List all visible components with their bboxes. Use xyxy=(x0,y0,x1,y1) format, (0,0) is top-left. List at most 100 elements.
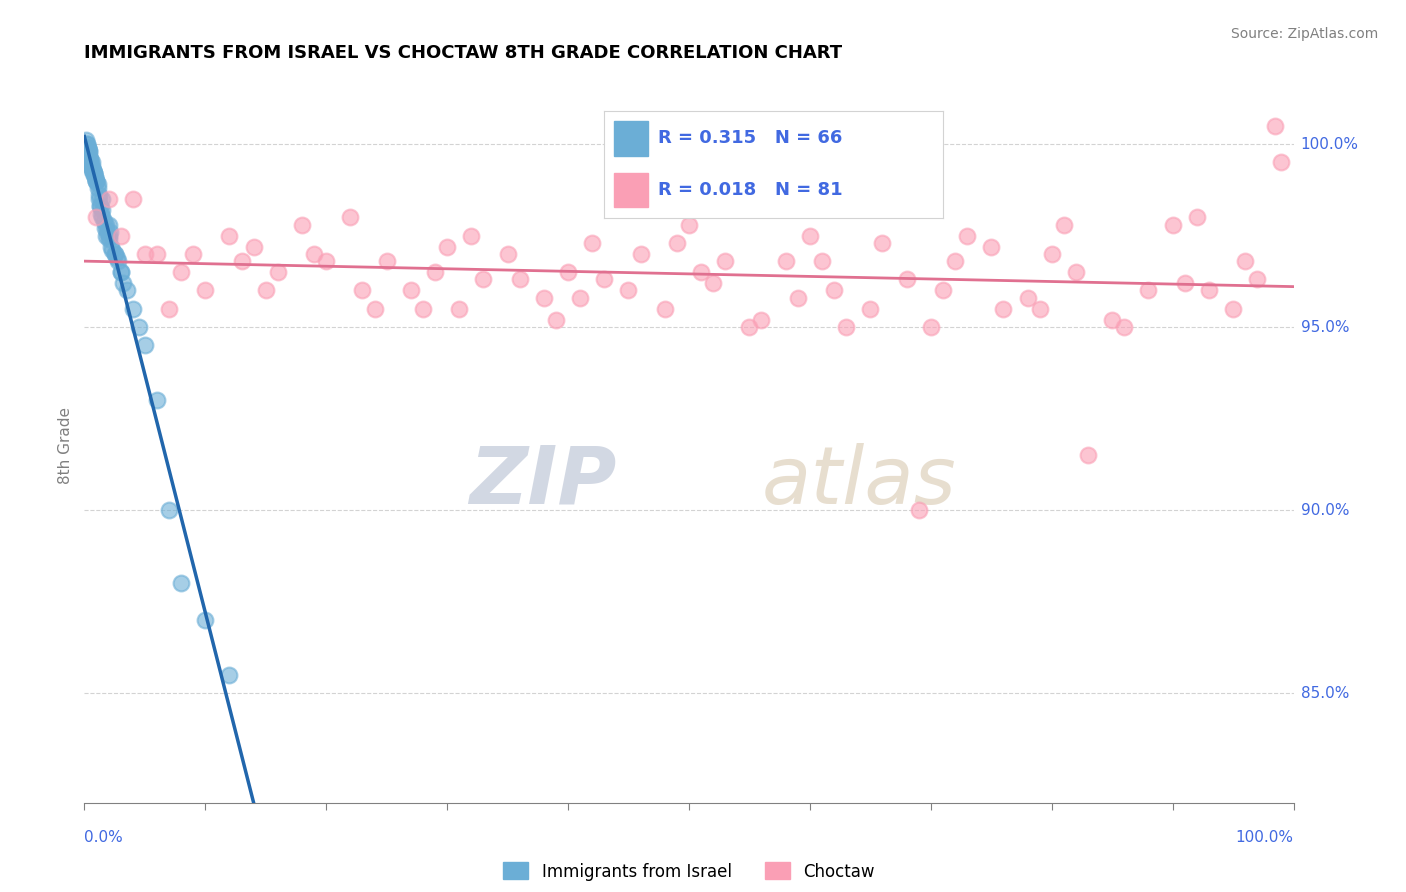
Point xyxy=(943,254,966,268)
Point xyxy=(82,166,104,180)
Point xyxy=(157,301,180,316)
Point xyxy=(1101,312,1123,326)
Point xyxy=(82,162,104,177)
Point xyxy=(96,225,118,239)
Point xyxy=(509,272,531,286)
Point xyxy=(157,503,180,517)
Point xyxy=(83,166,105,180)
Point xyxy=(1222,301,1244,316)
Point xyxy=(170,576,193,591)
Point xyxy=(104,247,127,261)
Point xyxy=(1161,218,1184,232)
Point xyxy=(811,254,834,268)
Text: 100.0%: 100.0% xyxy=(1301,136,1358,152)
Point xyxy=(1246,272,1268,286)
Point xyxy=(1137,284,1160,298)
Point xyxy=(104,247,127,261)
Point xyxy=(835,320,858,334)
Point xyxy=(77,141,100,155)
Point xyxy=(121,301,143,316)
Point xyxy=(97,232,120,246)
Point xyxy=(291,218,314,232)
Point xyxy=(76,137,98,152)
Point xyxy=(112,276,135,290)
Point xyxy=(91,202,114,217)
Point xyxy=(86,211,108,225)
Text: Source: ZipAtlas.com: Source: ZipAtlas.com xyxy=(1230,27,1378,41)
Point xyxy=(544,312,567,326)
Point xyxy=(91,211,114,225)
Point xyxy=(920,320,942,334)
Point xyxy=(460,228,482,243)
Text: 0.0%: 0.0% xyxy=(84,830,124,845)
Point xyxy=(79,159,101,173)
Point xyxy=(412,301,434,316)
Point xyxy=(97,192,120,206)
Point xyxy=(80,155,103,169)
Point xyxy=(1028,301,1050,316)
Point xyxy=(146,393,169,408)
Point xyxy=(97,218,120,232)
Point xyxy=(1198,284,1220,298)
Point xyxy=(77,148,100,162)
Point xyxy=(956,228,979,243)
Point xyxy=(702,276,724,290)
Point xyxy=(218,228,240,243)
Point xyxy=(315,254,337,268)
Point xyxy=(267,265,290,279)
Point xyxy=(872,235,894,250)
Point xyxy=(86,181,108,195)
Point xyxy=(93,214,115,228)
Point xyxy=(472,272,495,286)
Text: IMMIGRANTS FROM ISRAEL VS CHOCTAW 8TH GRADE CORRELATION CHART: IMMIGRANTS FROM ISRAEL VS CHOCTAW 8TH GR… xyxy=(84,45,842,62)
Point xyxy=(77,145,100,159)
Point xyxy=(1017,291,1039,305)
Point xyxy=(76,148,98,162)
Point xyxy=(83,166,105,180)
Point xyxy=(569,291,592,305)
Point xyxy=(86,174,108,188)
Point xyxy=(1270,155,1292,169)
Point xyxy=(110,228,132,243)
Point xyxy=(1040,247,1063,261)
Point xyxy=(91,192,114,206)
Text: 95.0%: 95.0% xyxy=(1301,319,1348,334)
Point xyxy=(1174,276,1197,290)
Point xyxy=(101,244,124,258)
Point xyxy=(714,254,737,268)
Point xyxy=(105,251,128,265)
Point xyxy=(115,284,138,298)
Text: 90.0%: 90.0% xyxy=(1301,502,1348,517)
Point xyxy=(786,291,808,305)
Point xyxy=(77,141,100,155)
Point xyxy=(89,199,111,213)
Point xyxy=(90,206,112,220)
Point xyxy=(100,239,122,253)
Point xyxy=(1234,254,1257,268)
Point xyxy=(1114,320,1136,334)
Point xyxy=(170,265,193,279)
Point xyxy=(630,247,652,261)
Point xyxy=(82,162,104,177)
Point xyxy=(94,218,117,232)
Point xyxy=(84,169,107,184)
Point xyxy=(94,221,117,235)
Point xyxy=(134,247,156,261)
Point xyxy=(1064,265,1087,279)
Point xyxy=(980,239,1002,253)
Point xyxy=(254,284,277,298)
Point xyxy=(87,192,110,206)
Point xyxy=(751,312,773,326)
Point xyxy=(83,166,105,180)
Point xyxy=(436,239,458,253)
Point xyxy=(79,152,101,166)
Point xyxy=(896,272,918,286)
Point xyxy=(1264,119,1286,133)
Point xyxy=(449,301,471,316)
Point xyxy=(581,235,603,250)
Text: 100.0%: 100.0% xyxy=(1236,830,1294,845)
Point xyxy=(77,141,100,155)
Point xyxy=(94,228,117,243)
Point xyxy=(194,284,217,298)
Point xyxy=(110,265,132,279)
